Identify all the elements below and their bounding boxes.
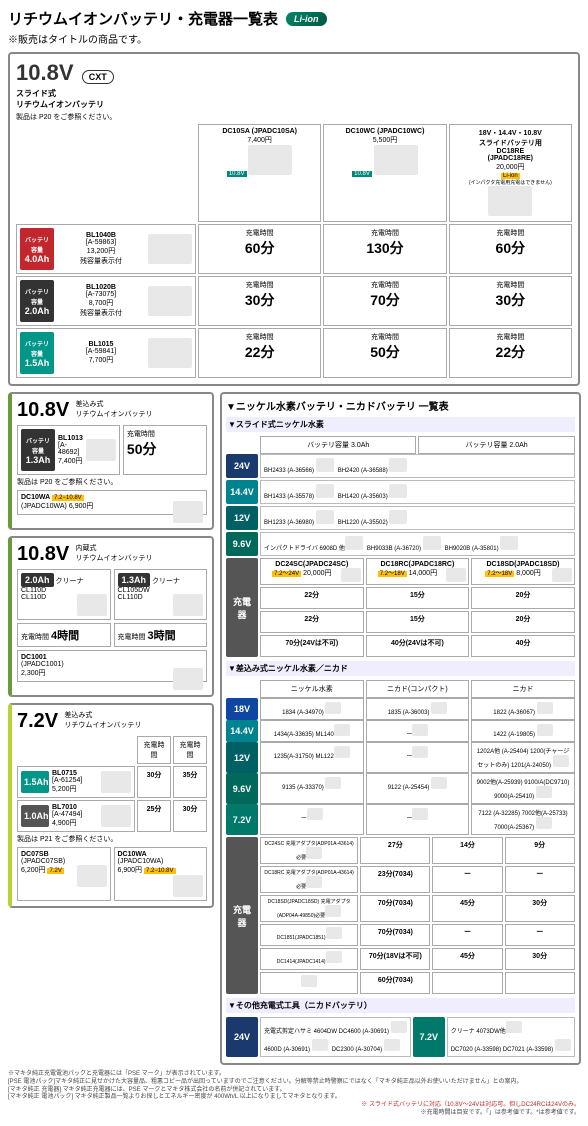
- battery-bl1013: バッテリ容量1.3Ah BL1013[A-48692]7,400円: [17, 425, 120, 475]
- section-108v-builtin: 10.8V 内蔵式 リチウムイオンバッテリ 2.0Ah クリーナCL110D C…: [8, 536, 214, 697]
- section-108v-slide: 10.8V CXT スライド式 リチウムイオンバッテリ 製品は P20 をご参照…: [8, 52, 580, 386]
- charger-dc10wc: DC10WC (JPADC10WC) 5,500円 10.8V: [323, 124, 446, 222]
- battery-bl1020b: バッテリ容量2.0Ah BL1020B[A-73075]8,700円残容量表示付: [16, 276, 196, 326]
- lion-badge: Li-ion: [286, 12, 327, 26]
- subtype: スライド式 リチウムイオンバッテリ: [16, 88, 572, 110]
- battery-image: [148, 338, 192, 368]
- charger-image: [248, 145, 292, 175]
- nicad-title: ▼ニッケル水素バッテリ・ニカドバッテリ 一覧表: [226, 398, 575, 413]
- section-108v-insert: 10.8V 差込み式 リチウムイオンバッテリ バッテリ容量1.3Ah BL101…: [8, 392, 214, 530]
- charger-dc18re: 18V・14.4V・10.8V スライドバッテリ用 DC18RE (JPADC1…: [449, 124, 572, 222]
- battery-bl1040b: バッテリ容量4.0Ah BL1040B[A-59863]13,200円残容量表示…: [16, 224, 196, 274]
- note-p20: 製品は P20 をご参照ください。: [16, 112, 572, 122]
- footnotes: ※マキタ純正充電電池パックと充電器には「PSE マーク」が表示されています。 […: [8, 1071, 580, 1118]
- voltage-108: 10.8V: [16, 60, 74, 86]
- charger-image: [374, 145, 418, 175]
- battery-bl1015: バッテリ容量1.5Ah BL1015[A-59841]7,700円: [16, 328, 196, 378]
- section-nicad: ▼ニッケル水素バッテリ・ニカドバッテリ 一覧表 ▼スライド式ニッケル水素 バッテ…: [220, 392, 581, 1065]
- battery-image: [148, 234, 192, 264]
- cxt-badge: CXT: [82, 70, 114, 84]
- section-72v: 7.2V 差込み式 リチウムイオンバッテリ 充電時間充電時間 1.5AhBL07…: [8, 703, 214, 908]
- charger-dc10wa: DC10WA 7.2−10.8V (JPADC10WA) 6,900円: [17, 490, 207, 515]
- charger-dc10sa: DC10SA (JPADC10SA) 7,400円 10.8V: [198, 124, 321, 222]
- battery-image: [148, 286, 192, 316]
- subtitle: ※販売はタイトルの商品です。: [8, 31, 580, 46]
- page-title: リチウムイオンバッテリ・充電器一覧表: [8, 8, 278, 29]
- charger-image: [488, 186, 532, 216]
